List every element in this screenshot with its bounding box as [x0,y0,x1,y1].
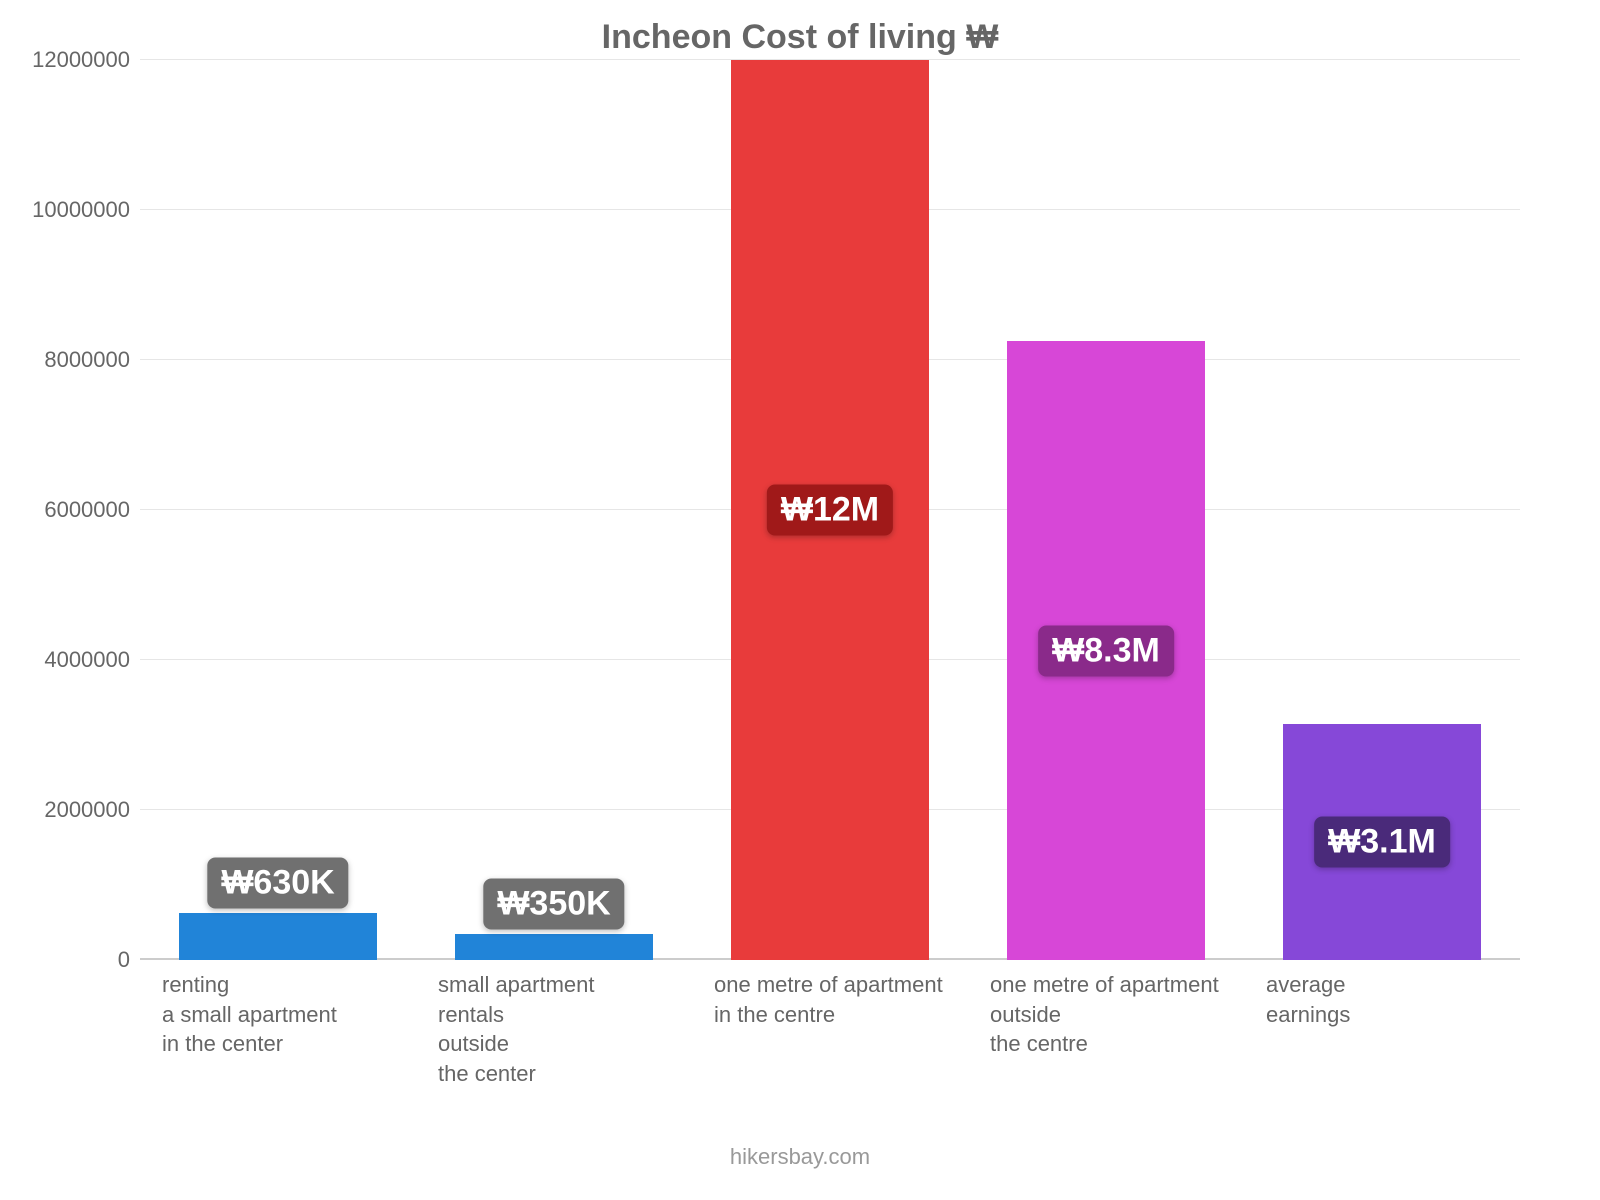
plot-area: ₩630K ₩350K ₩12M ₩8.3M ₩3.1M [140,60,1520,960]
bar-slot: ₩350K [416,60,692,960]
y-tick-label: 10000000 [10,197,130,223]
bar-slot: ₩8.3M [968,60,1244,960]
x-label: average earnings [1266,970,1504,1029]
y-tick-label: 2000000 [10,797,130,823]
y-tick-label: 8000000 [10,347,130,373]
bars-group: ₩630K ₩350K ₩12M ₩8.3M ₩3.1M [140,60,1520,960]
bar-slot: ₩12M [692,60,968,960]
bar-renting-center [179,913,378,960]
value-badge: ₩350K [483,878,624,929]
y-tick-label: 0 [10,947,130,973]
x-label: renting a small apartment in the center [162,970,400,1059]
y-tick-label: 6000000 [10,497,130,523]
x-label-slot: renting a small apartment in the center [140,970,416,1089]
x-axis-labels: renting a small apartment in the center … [140,970,1520,1089]
x-label: small apartment rentals outside the cent… [438,970,676,1089]
y-tick-label: 4000000 [10,647,130,673]
chart-title: Incheon Cost of living ₩ [0,18,1600,57]
value-badge: ₩12M [767,485,893,536]
x-label-slot: average earnings [1244,970,1520,1089]
y-tick-label: 12000000 [10,47,130,73]
bar-renting-outside [455,934,654,960]
x-label-slot: one metre of apartment outside the centr… [968,970,1244,1089]
bar-slot: ₩3.1M [1244,60,1520,960]
x-label: one metre of apartment outside the centr… [990,970,1228,1059]
footer-attribution: hikersbay.com [0,1144,1600,1170]
value-badge: ₩3.1M [1314,816,1450,867]
bar-slot: ₩630K [140,60,416,960]
value-badge: ₩630K [207,857,348,908]
x-label-slot: small apartment rentals outside the cent… [416,970,692,1089]
x-label: one metre of apartment in the centre [714,970,952,1029]
chart-container: Incheon Cost of living ₩ 0 2000000 40000… [0,0,1600,1200]
value-badge: ₩8.3M [1038,625,1174,676]
x-label-slot: one metre of apartment in the centre [692,970,968,1089]
